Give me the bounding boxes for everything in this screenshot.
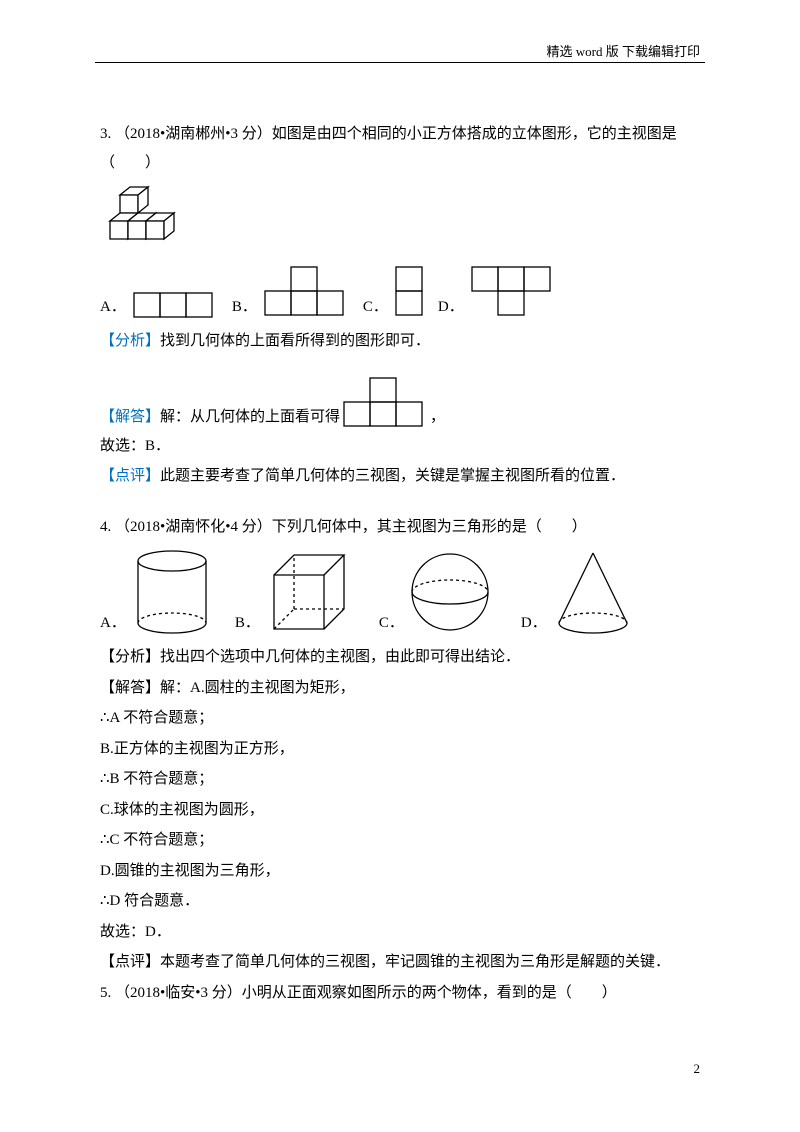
comment-label: 【点评】 — [100, 468, 160, 484]
q3-optA-icon — [130, 287, 220, 321]
q3-optA-label: A． — [100, 293, 126, 322]
q4-optA-label: A． — [100, 609, 126, 638]
q4-text: 4. （2018•湖南怀化•4 分）下列几何体中，其主视图为三角形的是（ ） — [100, 513, 705, 542]
sphere-icon — [408, 547, 493, 637]
q4-solve-head: 【解答】解：A.圆柱的主视图为矩形， — [100, 674, 705, 703]
q3-optB-icon — [261, 263, 351, 321]
analysis-label: 【分析】 — [100, 333, 160, 349]
content: 3. （2018•湖南郴州•3 分）如图是由四个相同的小正方体搭成的立体图形，它… — [100, 120, 705, 1009]
q3-options: A． B． C． D． — [100, 263, 705, 321]
page-number: 2 — [694, 1057, 701, 1082]
q3-optD-label: D． — [438, 293, 464, 322]
cube-icon — [264, 547, 359, 637]
q3-optD-icon — [468, 263, 558, 321]
q4-B2: ∴B 不符合题意； — [100, 765, 705, 794]
header-text: 精选 word 版 下载编辑打印 — [547, 44, 700, 59]
q4-C1: C.球体的主视图为圆形， — [100, 796, 705, 825]
q4-C2: ∴C 不符合题意； — [100, 826, 705, 855]
q4-D2: ∴D 符合题意． — [100, 887, 705, 916]
q3-solve-icon — [340, 374, 430, 432]
q3-answer: 故选：B． — [100, 432, 705, 461]
q4-optB-label: B． — [235, 609, 260, 638]
q4-answer: 故选：D． — [100, 918, 705, 947]
comment-text: 此题主要考查了简单几何体的三视图，关键是掌握主视图所看的位置． — [160, 468, 625, 484]
q4-options: A． B． C． — [100, 547, 705, 637]
q4-analysis: 【分析】找出四个选项中几何体的主视图，由此即可得出结论． — [100, 643, 705, 672]
solve-suffix: ， — [430, 403, 445, 432]
cylinder-icon — [130, 547, 215, 637]
q3-optC-label: C． — [363, 293, 388, 322]
q3-solve: 【解答】解：从几何体的上面看可得 ， — [100, 374, 705, 432]
q3-text: 3. （2018•湖南郴州•3 分）如图是由四个相同的小正方体搭成的立体图形，它… — [100, 120, 705, 177]
cone-icon — [551, 547, 636, 637]
q5-text: 5. （2018•临安•3 分）小明从正面观察如图所示的两个物体，看到的是（ ） — [100, 979, 705, 1008]
q4-D1: D.圆锥的主视图为三角形， — [100, 857, 705, 886]
header-underline — [95, 62, 705, 63]
q3-figure — [100, 183, 705, 253]
solve-prefix: 解：从几何体的上面看可得 — [160, 403, 340, 432]
q3-optB-label: B． — [232, 293, 257, 322]
solve-label: 【解答】 — [100, 403, 160, 432]
q4-optD-label: D． — [521, 609, 547, 638]
cubes-3d-icon — [100, 183, 210, 253]
analysis-text: 找到几何体的上面看所得到的图形即可． — [160, 333, 430, 349]
q3-comment: 【点评】此题主要考查了简单几何体的三视图，关键是掌握主视图所看的位置． — [100, 462, 705, 491]
q4-optC-label: C． — [379, 609, 404, 638]
q3-optC-icon — [392, 263, 430, 321]
q3-analysis: 【分析】找到几何体的上面看所得到的图形即可． — [100, 327, 705, 356]
q4-comment: 【点评】本题考查了简单几何体的三视图，牢记圆锥的主视图为三角形是解题的关键． — [100, 948, 705, 977]
page-header: 精选 word 版 下载编辑打印 — [547, 40, 700, 65]
q4-A2: ∴A 不符合题意； — [100, 704, 705, 733]
q4-B1: B.正方体的主视图为正方形， — [100, 735, 705, 764]
